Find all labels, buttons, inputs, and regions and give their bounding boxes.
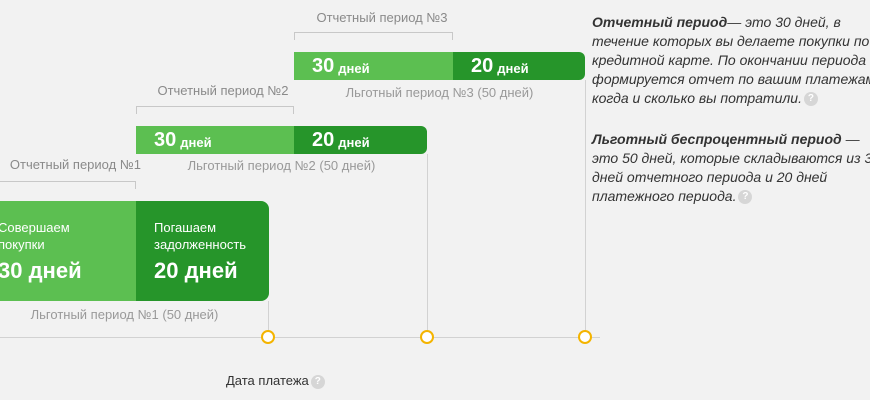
reporting-line-3: кредитной карте. По окончании периода bbox=[592, 52, 867, 68]
period-3-grace-label: Льготный период №3 (50 дней) bbox=[345, 85, 534, 100]
period-3-repay-unit: дней bbox=[497, 60, 529, 76]
period-2-repay-num: 20 bbox=[312, 128, 335, 151]
period-1-label: Отчетный период №1 bbox=[9, 157, 141, 172]
period-3-bar: 30 дней 20 дней bbox=[294, 52, 585, 80]
period-1-grace-label: Льготный период №1 (50 дней) bbox=[30, 307, 219, 322]
period-1-repay-segment: Погашаем задолженность 20 дней bbox=[136, 201, 269, 301]
grace-period-title: Льготный беспроцентный период bbox=[592, 131, 842, 147]
grace-period-info: Льготный беспроцентный период — это 50 д… bbox=[592, 130, 870, 206]
period-2-bracket bbox=[136, 106, 294, 114]
payment-date-marker-3[interactable] bbox=[578, 330, 592, 344]
period-2-purchase-segment: 30 дней bbox=[136, 126, 294, 154]
help-icon[interactable]: ? bbox=[738, 190, 753, 205]
reporting-line-5: когда и сколько вы потратили. bbox=[592, 90, 802, 106]
guide-line-2 bbox=[427, 154, 428, 331]
period-2-purchase-unit: дней bbox=[180, 134, 212, 150]
period-1-purchase-text-1: Совершаем bbox=[0, 219, 70, 235]
period-2-label: Отчетный период №2 bbox=[157, 83, 289, 98]
payment-date-text: Дата платежа bbox=[226, 373, 309, 388]
grace-line-4: платежного периода. bbox=[592, 188, 737, 204]
guide-line-3 bbox=[585, 80, 586, 331]
timeline-axis bbox=[0, 337, 600, 338]
period-3-bracket bbox=[294, 32, 453, 40]
reporting-period-title: Отчетный период bbox=[592, 14, 728, 30]
period-1-repay-text-1: Погашаем bbox=[154, 219, 217, 235]
period-1-bracket bbox=[0, 181, 136, 189]
period-2-purchase-num: 30 bbox=[154, 128, 177, 151]
payment-date-label: Дата платежа? bbox=[226, 373, 325, 389]
period-2-bar: 30 дней 20 дней bbox=[136, 126, 427, 154]
grace-line-3: дней отчетного периода и 20 дней bbox=[592, 169, 828, 185]
payment-date-marker-1[interactable] bbox=[261, 330, 275, 344]
period-1-purchase-text-2: покупки bbox=[0, 236, 45, 252]
period-3-repay-segment: 20 дней bbox=[453, 52, 585, 80]
reporting-period-info: Отчетный период— это 30 дней, в течение … bbox=[592, 13, 870, 108]
period-2-grace-label: Льготный период №2 (50 дней) bbox=[187, 158, 376, 173]
guide-line-1 bbox=[268, 301, 269, 331]
period-2-repay-segment: 20 дней bbox=[294, 126, 427, 154]
period-1-repay-text-2: задолженность bbox=[154, 236, 247, 252]
reporting-line-4: формируется отчет по вашим платежам: bbox=[592, 71, 870, 87]
period-3-purchase-segment: 30 дней bbox=[294, 52, 453, 80]
help-icon[interactable]: ? bbox=[310, 374, 325, 389]
grace-line-2: это 50 дней, которые складываются из 30 bbox=[592, 150, 870, 166]
period-2-repay-unit: дней bbox=[338, 134, 370, 150]
help-icon[interactable]: ? bbox=[803, 92, 818, 107]
grace-line-1: — bbox=[841, 131, 860, 147]
period-3-repay-num: 20 bbox=[471, 54, 494, 77]
period-1-purchase-segment: Совершаем покупки 30 дней bbox=[0, 201, 136, 301]
reporting-line-2: течение которых вы делаете покупки по bbox=[592, 33, 870, 49]
reporting-line-1: — это 30 дней, в bbox=[727, 14, 841, 30]
period-3-purchase-num: 30 bbox=[312, 54, 335, 77]
period-3-label: Отчетный период №3 bbox=[316, 10, 448, 25]
period-1-purchase-days: 30 дней bbox=[0, 257, 82, 283]
period-3-purchase-unit: дней bbox=[338, 60, 370, 76]
period-1-repay-days: 20 дней bbox=[154, 257, 238, 283]
payment-date-marker-2[interactable] bbox=[420, 330, 434, 344]
period-1-bar: Совершаем покупки 30 дней Погашаем задол… bbox=[0, 201, 269, 301]
